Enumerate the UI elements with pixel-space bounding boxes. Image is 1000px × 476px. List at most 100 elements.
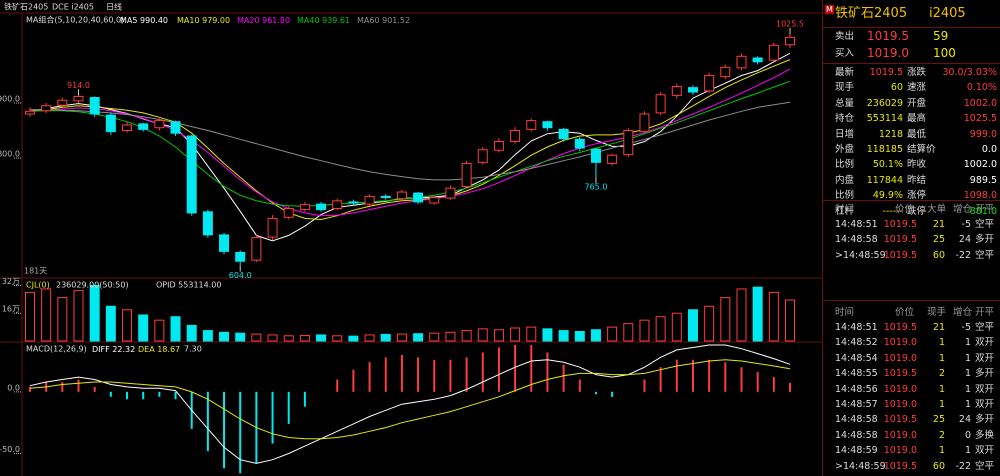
header-cell: 时间 [835, 204, 855, 215]
marker: M [825, 5, 834, 14]
legend-value: 979.00 [202, 16, 230, 25]
candle-body [41, 105, 52, 112]
tick-cell: 24 [958, 414, 971, 426]
label: 日增 [835, 128, 855, 140]
tick-cell: 14:48:57 [835, 399, 878, 410]
code: i2405 [929, 6, 966, 21]
tick-cell: 1 [938, 399, 945, 410]
tick-cell: 25 [932, 234, 945, 246]
tick-cell: 1 [938, 337, 945, 349]
candle-body [380, 195, 391, 199]
volume-bar [558, 330, 569, 342]
volume-bar [413, 333, 424, 342]
y-tick-label: 32万 [2, 277, 20, 286]
candle-body [752, 57, 763, 63]
tick-cell: 21 [932, 322, 945, 333]
volume-bar [283, 335, 294, 342]
candle-body [138, 123, 149, 130]
candle-body [154, 120, 165, 129]
candle-body [235, 251, 246, 262]
ma-legend: MA60 901.52 [357, 16, 410, 25]
tick-cell: 1 [964, 337, 971, 349]
volume-bar [154, 319, 165, 342]
tick-cell: 1019.0 [883, 445, 917, 457]
quote-row: 外盘 118185 结算价 0.0 [823, 142, 1000, 157]
value: 50.1% [872, 159, 903, 171]
volume-bar [138, 314, 149, 342]
candle-body [671, 86, 682, 96]
candle-body [736, 55, 747, 69]
quote-row: 比例 49.9% 涨停 1098.0 [823, 188, 1000, 203]
header-cell: 现手 [927, 307, 947, 318]
candle-body [251, 237, 262, 261]
volume-bar [73, 290, 84, 342]
tick-cell: 1019.5 [883, 414, 917, 426]
volume-bar [752, 286, 763, 342]
candle-body [493, 140, 504, 151]
tick-cell: 多开 [975, 368, 995, 380]
volume-bar [251, 333, 262, 342]
volume-bar [671, 312, 682, 342]
footer: 181天 [24, 267, 47, 276]
y-tick-label: -50.0 [0, 445, 20, 454]
label: 最低 [907, 128, 927, 140]
volume-bar [461, 330, 472, 342]
volume-bar [768, 291, 779, 342]
volume-bar [348, 335, 359, 342]
quote-row: 内盘 117844 昨结 989.5 [823, 173, 1000, 188]
tick-row: 14:48:51 1019.5 21 -5 空平 [823, 320, 1000, 335]
tick-cell: 14:48:58 [835, 429, 878, 441]
volume-bar [235, 332, 246, 342]
quote-panel: M 铁矿石2405 i2405 卖出 1019.5 59 买入 1019.0 100 最新 1019… [822, 0, 1000, 476]
volume-bar [89, 284, 100, 342]
tick-cell: 空平 [975, 219, 995, 230]
volume-bar [316, 334, 327, 342]
candle-body [477, 149, 488, 163]
tick-cell: 1 [964, 445, 971, 457]
y-tick-label: 0.0 [7, 383, 20, 392]
tick-cell: 1 [938, 383, 945, 395]
volume-bar [396, 333, 407, 342]
header-cell: 增仓 [953, 307, 973, 318]
label: 涨跌 [907, 67, 927, 78]
candle-body [574, 138, 585, 149]
candle-body [186, 135, 197, 214]
volume-legend: 236029.00(50:50) [56, 281, 129, 290]
header-cell: 开平 [975, 307, 995, 318]
volume: 100 [933, 46, 956, 60]
tick-cell: 14:48:59 [835, 445, 878, 457]
candle-body [332, 200, 343, 210]
candle-body [105, 114, 116, 133]
tick-cell: 2 [938, 368, 945, 380]
volume-bar [57, 297, 68, 342]
value: 999.0 [969, 128, 997, 140]
title-row: M 铁矿石2405 i2405 [823, 4, 1000, 24]
tick-cell: 14:48:51 [835, 322, 878, 333]
legend-name: MA5 [120, 16, 137, 25]
volume-bar [607, 326, 618, 342]
candle-body [542, 121, 553, 129]
candle-body [299, 204, 310, 211]
tick-cell: 双开 [975, 399, 995, 410]
ma-legend-title: MA组合(5,10,20,40,60,0) [26, 15, 124, 25]
volume-bar [380, 333, 391, 342]
tick-cell: 双开 [975, 337, 995, 349]
line [29, 52, 791, 242]
legend-value: 961.80 [262, 16, 290, 25]
price: 1019.5 [867, 29, 909, 43]
tick-cell: 2 [938, 429, 945, 441]
tick-cell: 1 [938, 352, 945, 364]
candle-body [413, 192, 424, 203]
volume-bar [510, 327, 521, 342]
candle-body [57, 99, 68, 106]
period[interactable]: 日线 [106, 2, 122, 12]
quote-row: 杠杆 ------ 跌停 881.0 [823, 204, 1000, 219]
value: 0.0 [981, 144, 997, 155]
volume-bar [219, 331, 230, 342]
tick-cell: 多换 [975, 429, 995, 441]
chart-area: 铁矿石2405 DCE i2405 日线 MA组合(5,10,20,40,60,… [0, 2, 822, 476]
volume-bar [704, 305, 715, 342]
candle-body [219, 234, 230, 252]
quote-row: 持仓 553114 最高 1025.5 [823, 111, 1000, 126]
value: 60 [890, 82, 903, 94]
